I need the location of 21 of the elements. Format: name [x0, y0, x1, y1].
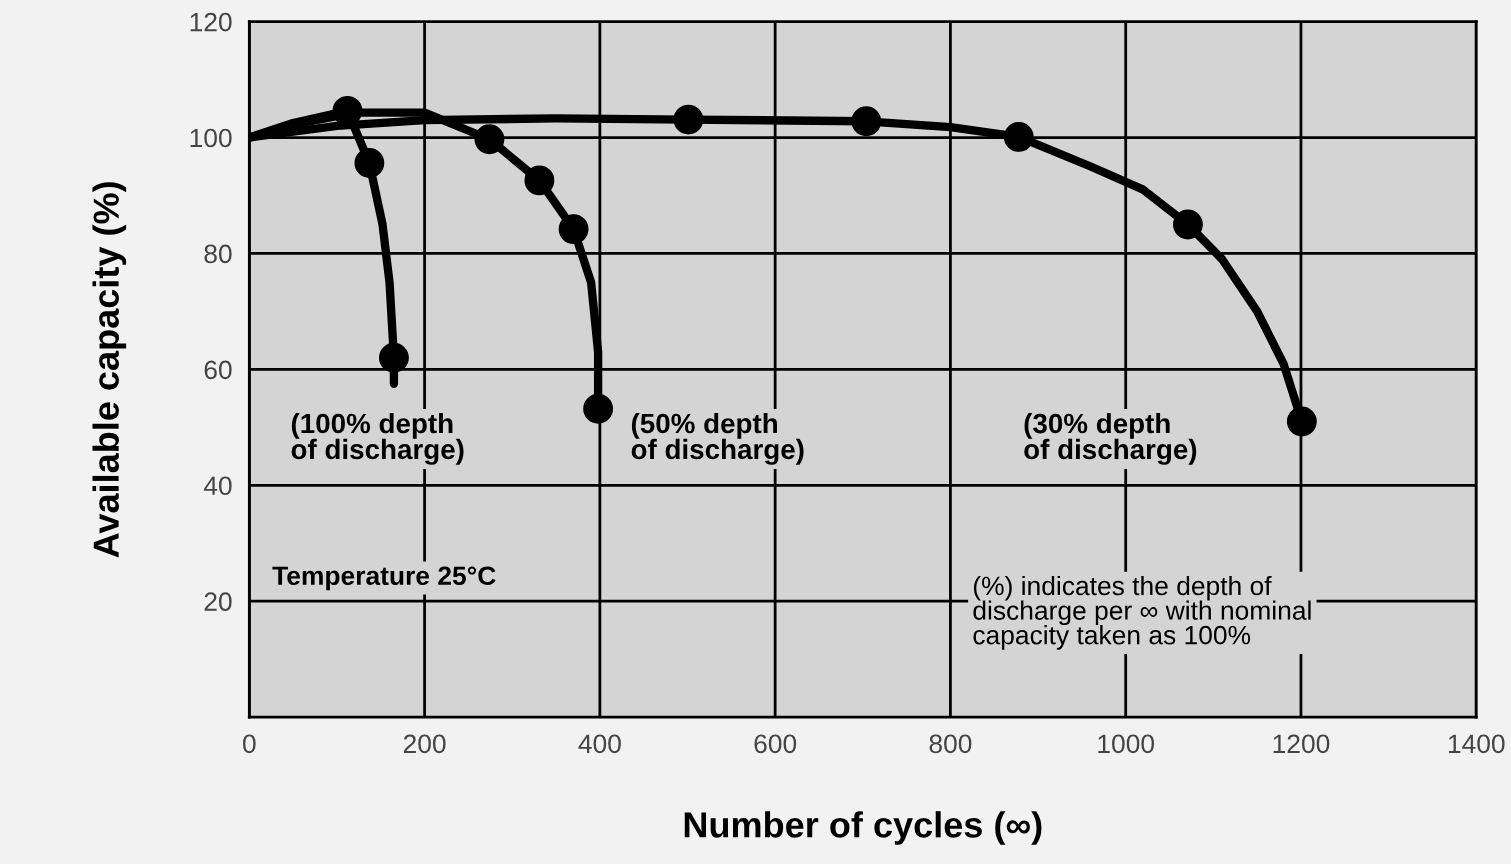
x-tick-label: 200: [403, 734, 446, 754]
y-tick-label: 60: [204, 360, 232, 380]
x-tick-label: 1400: [1448, 734, 1505, 754]
y-tick-label: 20: [204, 592, 232, 612]
annotation: Temperature 25°C: [272, 566, 496, 591]
x-tick-label: 800: [929, 734, 972, 754]
x-tick-label: 1000: [1098, 734, 1155, 754]
y-axis-title: Available capacity (%): [92, 182, 127, 558]
annotation: (100% depth of discharge): [291, 412, 464, 465]
x-axis-title: Number of cycles (∞): [684, 811, 1042, 845]
y-tick-label: 100: [190, 128, 232, 148]
annotation: (%) indicates the depth of discharge per ∞ with nominal capacity taken as 100%: [973, 575, 1311, 650]
y-tick-label: 120: [190, 12, 232, 32]
x-tick-label: 1200: [1273, 734, 1330, 754]
x-tick-label: 400: [578, 734, 621, 754]
annotation: (50% depth of discharge): [631, 412, 804, 465]
annotation: (30% depth of discharge): [1024, 412, 1197, 465]
y-tick-label: 80: [204, 244, 232, 264]
y-tick-label: 40: [203, 476, 232, 496]
x-tick-label: 0: [243, 734, 256, 754]
x-tick-label: 600: [754, 734, 797, 754]
